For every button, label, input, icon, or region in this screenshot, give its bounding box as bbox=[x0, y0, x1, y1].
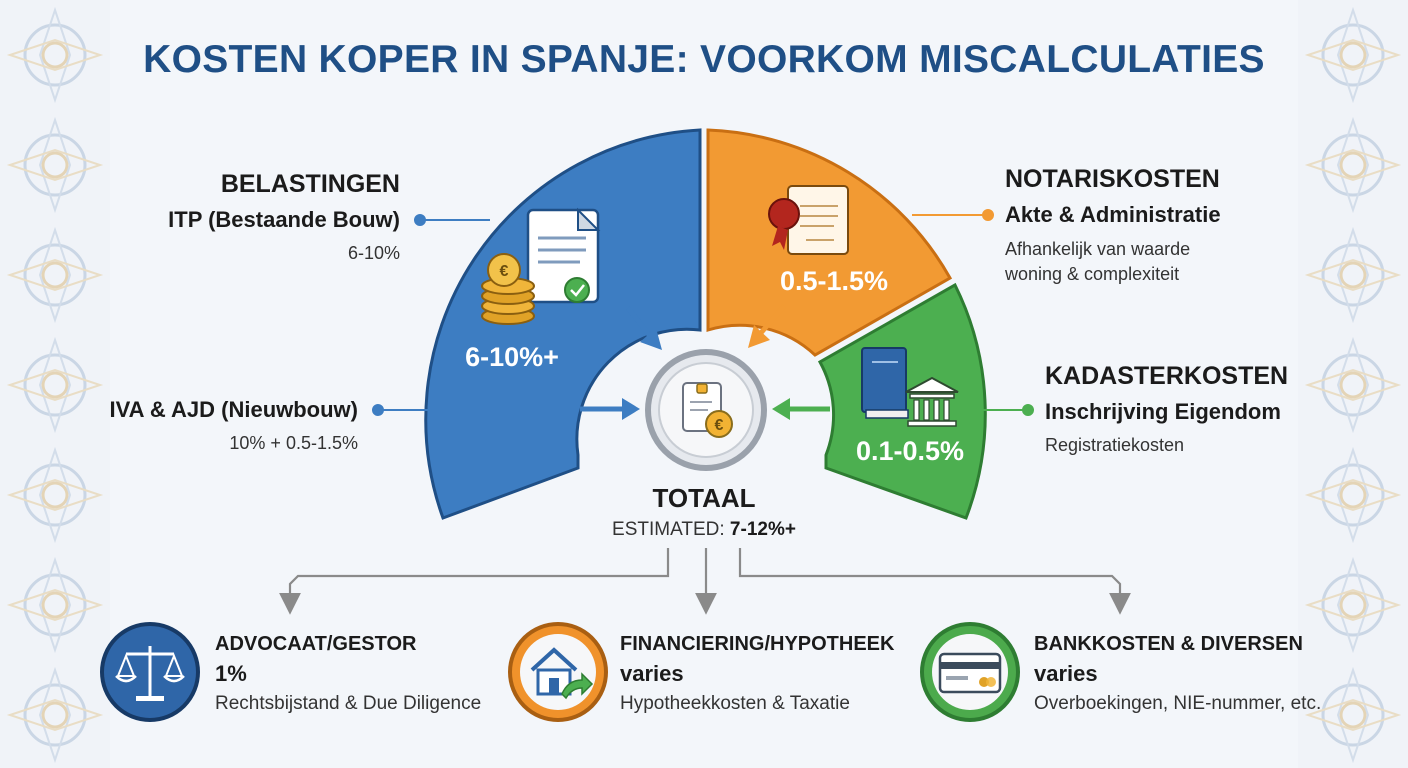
kadasterkosten-note: Registratiekosten bbox=[1045, 435, 1185, 455]
arrow-orange bbox=[748, 304, 786, 348]
svg-text:€: € bbox=[500, 263, 509, 280]
scales-icon bbox=[100, 622, 200, 722]
tile-pattern-right bbox=[1298, 0, 1408, 768]
arrow-green bbox=[772, 398, 830, 420]
registry-book-icon bbox=[861, 347, 909, 419]
advocaat-value: 1% bbox=[215, 661, 247, 686]
notariskosten-note-1: Afhankelijk van waarde bbox=[1005, 239, 1191, 259]
tile-pattern-left bbox=[0, 0, 110, 768]
estimated-value: 7-12%+ bbox=[729, 519, 796, 540]
iva-value: 10% + 0.5-1.5% bbox=[229, 433, 358, 453]
svg-text:€: € bbox=[715, 417, 724, 434]
totaal-title: TOTAAL bbox=[652, 483, 756, 513]
notariskosten-value: 0.5-1.5% bbox=[780, 266, 888, 296]
house-icon bbox=[508, 622, 608, 722]
financiering-note: Hypotheekkosten & Taxatie bbox=[620, 693, 850, 714]
document-euro-icon: € bbox=[682, 382, 733, 438]
leader-notaris bbox=[912, 209, 994, 221]
bank-building-icon bbox=[905, 376, 959, 427]
financiering-title: FINANCIERING/HYPOTHEEK bbox=[620, 633, 895, 655]
notariskosten-heading: NOTARISKOSTEN bbox=[1005, 165, 1220, 193]
leader-kadaster bbox=[970, 404, 1034, 416]
belastingen-heading: BELASTINGEN bbox=[220, 170, 400, 198]
belastingen-value: 6-10%+ bbox=[465, 342, 559, 372]
totaal-estimated: ESTIMATED: 7-12%+ bbox=[0, 519, 1408, 541]
bottom-connectors bbox=[279, 548, 1131, 615]
itp-label: ITP (Bestaande Bouw) bbox=[168, 207, 400, 232]
tax-document-icon bbox=[526, 207, 601, 304]
page-title: KOSTEN KOPER IN SPANJE: VOORKOM MISCALCU… bbox=[143, 38, 1265, 81]
arrow-blue-left bbox=[580, 398, 640, 420]
belastingen-segment bbox=[424, 128, 702, 520]
iva-label: IVA & AJD (Nieuwbouw) bbox=[109, 397, 358, 422]
certificate-seal-icon bbox=[768, 185, 849, 255]
arrow-blue-top bbox=[626, 306, 662, 350]
leader-iva bbox=[372, 404, 440, 416]
bankkosten-value: varies bbox=[1034, 661, 1098, 686]
estimated-label: ESTIMATED: bbox=[612, 519, 725, 540]
itp-value: 6-10% bbox=[347, 243, 400, 263]
kadasterkosten-sub: Inschrijving Eigendom bbox=[1045, 399, 1281, 424]
advocaat-note: Rechtsbijstand & Due Diligence bbox=[215, 693, 482, 714]
financiering-value: varies bbox=[620, 661, 684, 686]
notariskosten-sub: Akte & Administratie bbox=[1005, 202, 1221, 227]
kadasterkosten-value: 0.1-0.5% bbox=[856, 436, 964, 466]
bankkosten-title: BANKKOSTEN & DIVERSEN bbox=[1034, 633, 1303, 655]
kadasterkosten-heading: KADASTERKOSTEN bbox=[1045, 362, 1289, 390]
bankkosten-note: Overboekingen, NIE-nummer, etc. bbox=[1034, 693, 1322, 714]
euro-coins-icon: € bbox=[481, 253, 535, 325]
leader-itp bbox=[414, 214, 490, 226]
notariskosten-note-2: woning & complexiteit bbox=[1005, 264, 1180, 284]
credit-card-icon bbox=[920, 622, 1020, 722]
advocaat-title: ADVOCAAT/GESTOR bbox=[215, 633, 417, 655]
